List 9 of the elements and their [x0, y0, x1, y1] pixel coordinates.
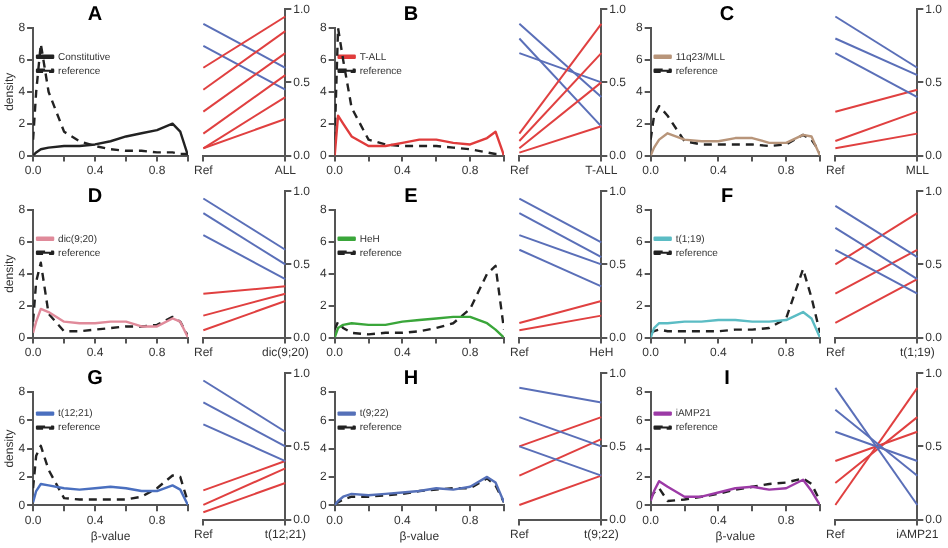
chart-title: D	[87, 185, 103, 208]
chart-title: B	[403, 3, 419, 26]
chart-title: G	[87, 367, 104, 390]
chart-title: F	[720, 185, 734, 208]
chart-title: I	[724, 367, 731, 390]
chart-title: H	[403, 367, 419, 390]
chart-title: E	[404, 185, 419, 208]
chart-title: A	[87, 3, 103, 26]
chart-title: C	[719, 3, 735, 26]
